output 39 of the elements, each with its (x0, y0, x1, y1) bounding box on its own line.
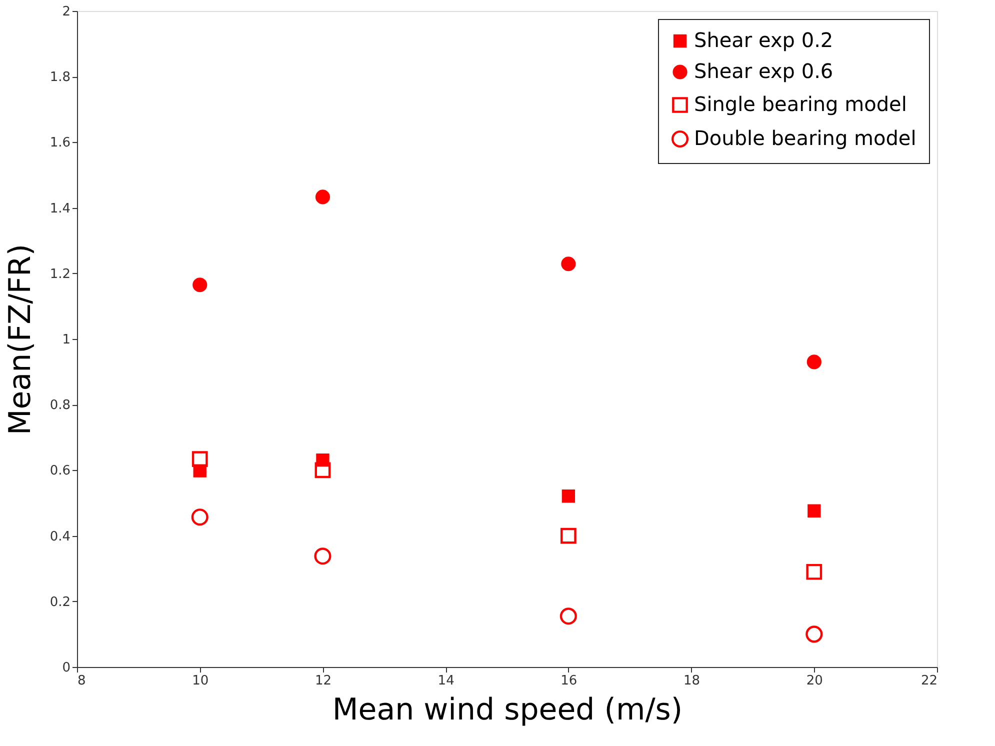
y-tick-label: 1.4 (50, 201, 70, 216)
point (314, 462, 331, 478)
point (314, 548, 332, 565)
x-tick-label: 14 (438, 674, 454, 688)
x-tick-label: 8 (78, 674, 86, 688)
legend-label: Double bearing model (694, 126, 916, 150)
x-tick-label: 10 (192, 674, 209, 688)
y-tick-label: 0 (62, 660, 70, 676)
y-tick-label: 1 (62, 332, 70, 348)
point (808, 504, 821, 518)
legend-label: Shear exp 0.2 (694, 28, 834, 52)
x-tick-label: 22 (920, 674, 938, 688)
legend-label: Shear exp 0.6 (694, 59, 834, 83)
point (562, 490, 576, 503)
y-tick-label: 1.2 (50, 266, 70, 282)
y-tick-label: 0.2 (50, 594, 70, 610)
y-tick-label: 0.6 (50, 464, 70, 479)
point (192, 278, 208, 292)
y-tick-label: 1.6 (50, 136, 70, 151)
x-tick-label: 20 (806, 674, 823, 688)
legend-label: Single bearing model (694, 92, 907, 116)
point (192, 451, 208, 467)
y-tick-label: 0.4 (50, 529, 70, 544)
point (561, 256, 576, 272)
point (806, 564, 822, 580)
point (806, 626, 823, 643)
y-tick-label: 2 (62, 4, 70, 20)
point (315, 190, 330, 204)
point (560, 528, 576, 544)
x-tick-label: 18 (684, 674, 700, 688)
x-axis-title: Mean wind speed (m/s) (332, 692, 683, 728)
y-axis-title: Mean(FZ/FR) (2, 244, 38, 436)
y-tick-label: 0.8 (50, 398, 70, 414)
x-tick-label: 12 (314, 674, 332, 688)
point (806, 354, 822, 370)
x-tick-label: 16 (560, 674, 578, 688)
point (191, 508, 208, 526)
point (560, 608, 577, 625)
y-tick-label: 1.8 (50, 70, 70, 86)
